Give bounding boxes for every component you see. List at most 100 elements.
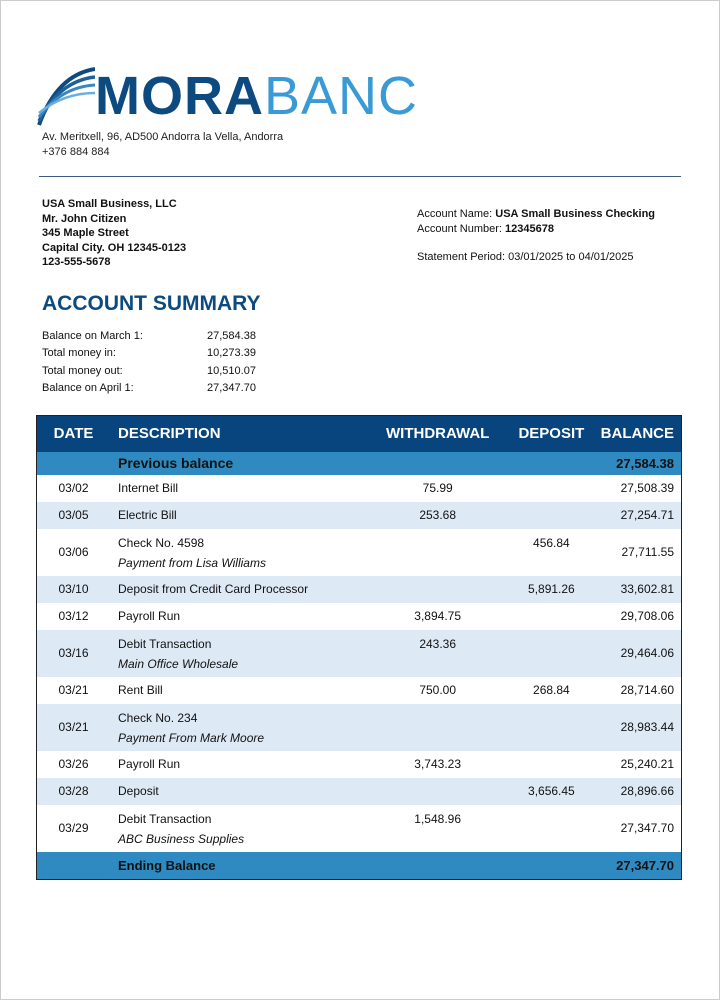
account-number-label: Account Number: <box>417 222 502 235</box>
row-date: 03/26 <box>58 757 89 771</box>
row-balance: 27,347.70 <box>620 821 674 835</box>
table-row: 03/26 Payroll Run 3,743.23 25,240.21 <box>37 751 682 778</box>
row-deposit: 268.84 <box>533 683 570 697</box>
summary-list: Balance on March 1: 27,584.38 Total money … <box>42 328 256 397</box>
row-description: Check No. 234 Payment From Mark Moore <box>110 703 374 751</box>
row-deposit: 3,656.45 <box>502 777 601 805</box>
table-row: 03/29 Debit Transaction ABC Business Supp… <box>37 805 682 852</box>
row-deposit <box>502 751 601 778</box>
header-description: DESCRIPTION <box>110 415 374 452</box>
row-description: Electric Bill <box>110 501 374 529</box>
row-withdrawal <box>373 575 503 603</box>
row-balance: 27,508.39 <box>620 481 674 495</box>
table-row: 03/21 Rent Bill 750.00 268.84 28,714.60 <box>37 677 682 704</box>
description-text: Check No. 4598 <box>118 535 205 550</box>
header-date: DATE <box>36 415 111 452</box>
customer-company: USA Small Business, LLC <box>42 198 177 210</box>
row-deposit <box>502 501 601 529</box>
description-text: Payroll Run <box>118 609 181 623</box>
row-balance: 33,602.81 <box>600 575 682 603</box>
logo-text-mora: MORA <box>95 66 264 126</box>
row-date: 03/05 <box>36 501 111 529</box>
period-label: Statement Period: <box>417 251 506 263</box>
description-text: Payroll Run <box>118 757 181 771</box>
logo-waves-icon <box>37 67 95 126</box>
table-header: DATE DESCRIPTION WITHDRAWAL DEPOSIT BALA… <box>36 415 682 452</box>
row-date: 03/21 <box>36 703 111 751</box>
description-text: Deposit from Credit Card Processor <box>118 582 309 596</box>
row-withdrawal: 75.99 <box>422 481 453 495</box>
previous-balance-label: Previous balance <box>110 451 374 475</box>
description-note: Payment From Mark Moore <box>118 730 265 745</box>
customer-phone: 123-555-5678 <box>42 256 111 268</box>
table-row: 03/10 Deposit from Credit Card Processor… <box>36 575 682 603</box>
bank-address: Av. Meritxell, 96, AD500 Andorra la Vell… <box>42 130 283 160</box>
table-row: 03/12 Payroll Run 3,894.75 29,708.06 <box>37 603 682 630</box>
row-deposit: 5,891.26 <box>502 575 601 603</box>
description-text: Internet Bill <box>118 481 179 495</box>
row-balance: 27,711.55 <box>621 545 675 559</box>
summary-title: ACCOUNT SUMMARY <box>42 292 261 315</box>
row-balance: 28,983.44 <box>600 703 682 751</box>
description-text: Rent Bill <box>118 683 163 697</box>
row-description: Payroll Run <box>110 603 373 630</box>
row-deposit <box>502 603 601 630</box>
summary-item: Total money in: 10,273.39 <box>42 345 256 362</box>
summary-item: Total money out: 10,510.07 <box>42 363 256 380</box>
header-deposit: DEPOSIT <box>502 415 601 452</box>
summary-item: Balance on March 1: 27,584.38 <box>42 328 256 345</box>
summary-value: 27,584.38 <box>207 330 256 342</box>
account-info: Account Name: USA Small Business Checkin… <box>417 207 655 265</box>
account-number: 12345678 <box>505 222 554 235</box>
description-text: Check No. 234 <box>118 710 198 725</box>
summary-label: Balance on March 1: <box>42 330 143 342</box>
row-date: 03/16 <box>36 629 111 677</box>
table-row: 03/21 Check No. 234 Payment From Mark Moo… <box>36 703 682 751</box>
row-date: 03/29 <box>58 821 89 835</box>
table-row: 03/06 Check No. 4598 Payment from Lisa Wi… <box>37 529 682 576</box>
row-withdrawal <box>373 529 502 576</box>
description-text: Deposit <box>118 784 159 798</box>
ending-balance-value: 27,347.70 <box>600 851 682 880</box>
row-balance: 27,254.71 <box>600 501 682 529</box>
previous-balance-row: Previous balance 27,584.38 <box>36 451 682 475</box>
row-description: Rent Bill <box>110 677 373 704</box>
summary-value: 10,510.07 <box>207 364 256 377</box>
statement-period: 03/01/2025 to 04/01/2025 <box>508 251 634 263</box>
summary-label: Total money out: <box>42 364 123 377</box>
account-name: USA Small Business Checking <box>495 208 656 220</box>
customer-city: Capital City. OH 12345-0123 <box>42 241 187 254</box>
row-date: 03/12 <box>58 609 89 623</box>
table-row: 03/05 Electric Bill 253.68 27,254.71 <box>36 501 682 529</box>
row-description: Debit Transaction Main Office Wholesale <box>110 629 374 677</box>
header-withdrawal: WITHDRAWAL <box>373 415 503 452</box>
customer-block: USA Small Business, LLC Mr. John Citizen… <box>42 197 186 270</box>
row-deposit <box>502 805 601 852</box>
row-withdrawal: 253.68 <box>373 501 503 529</box>
ending-balance-label: Ending Balance <box>110 851 374 880</box>
row-balance: 28,714.60 <box>620 683 674 697</box>
row-description: Deposit from Credit Card Processor <box>110 575 374 603</box>
table-row: 03/02 Internet Bill 75.99 27,508.39 <box>37 475 682 502</box>
address-line: Av. Meritxell, 96, AD500 Andorra la Vell… <box>42 131 284 143</box>
customer-street: 345 Maple Street <box>42 227 129 239</box>
row-description: Deposit <box>110 777 374 805</box>
row-withdrawal <box>373 777 503 805</box>
table-row: 03/16 Debit Transaction Main Office Whole… <box>36 629 682 677</box>
row-date: 03/21 <box>58 683 89 697</box>
row-deposit <box>502 703 601 751</box>
row-deposit: 456.84 <box>533 535 570 550</box>
previous-balance-value: 27,584.38 <box>600 451 682 475</box>
row-description: Internet Bill <box>110 475 373 502</box>
transactions-table: DATE DESCRIPTION WITHDRAWAL DEPOSIT BALA… <box>36 415 682 880</box>
summary-value: 27,347.70 <box>207 381 256 394</box>
row-withdrawal: 3,743.23 <box>414 757 462 771</box>
ending-balance-row: Ending Balance 27,347.70 <box>36 851 682 880</box>
account-name-label: Account Name: <box>417 208 493 220</box>
row-balance: 28,896.66 <box>600 777 682 805</box>
customer-name: Mr. John Citizen <box>42 212 127 225</box>
description-note: Main Office Wholesale <box>118 656 239 671</box>
row-description: Payroll Run <box>110 751 373 778</box>
row-deposit <box>502 629 601 677</box>
summary-label: Balance on April 1: <box>42 381 134 394</box>
